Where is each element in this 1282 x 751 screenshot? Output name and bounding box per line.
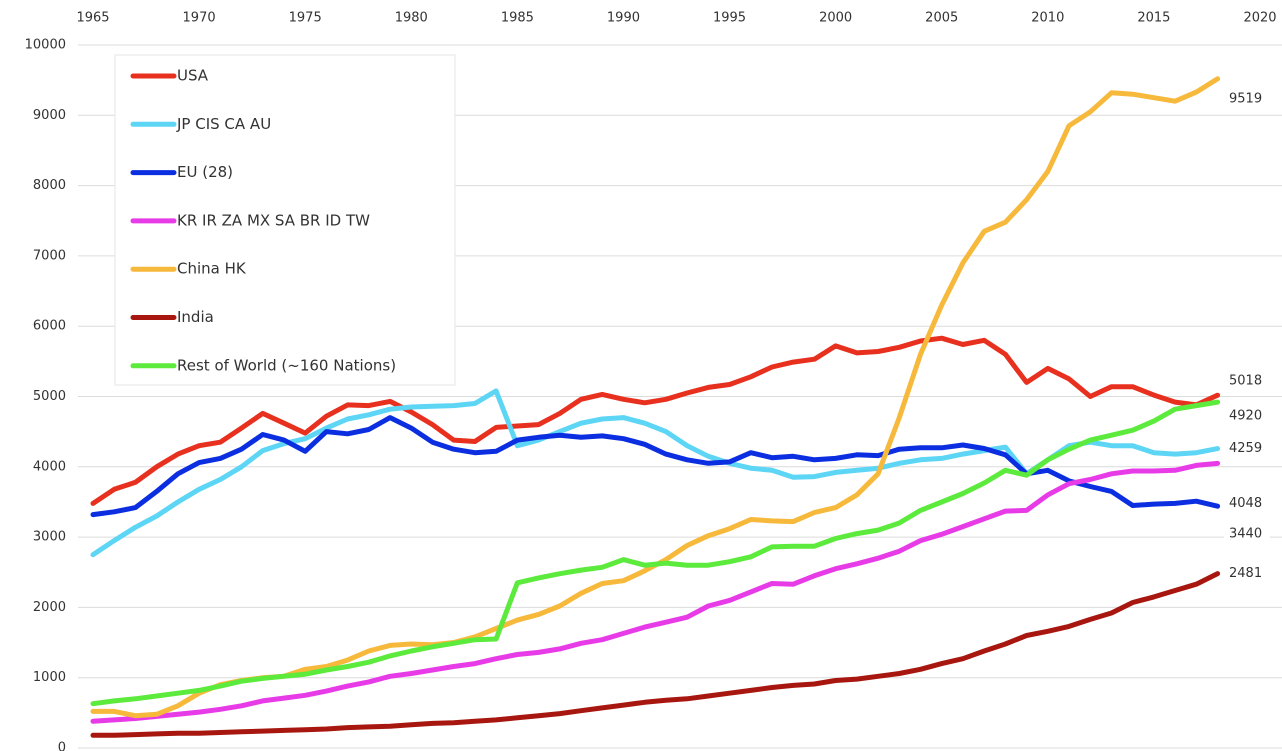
y-tick-label: 9000 <box>33 108 66 123</box>
y-tick-label: 7000 <box>33 248 66 263</box>
x-tick-label: 1970 <box>183 11 216 26</box>
end-label: 4259 <box>1229 441 1262 456</box>
y-tick-label: 3000 <box>33 530 66 545</box>
x-tick-label: 1965 <box>76 11 109 26</box>
legend: USA JP CIS CA AU EU (28) KR IR ZA MX SA BR … <box>114 54 456 386</box>
legend-label: JP CIS CA AU <box>176 115 271 133</box>
y-tick-label: 6000 <box>33 319 66 334</box>
y-tick-label: 1000 <box>33 670 66 685</box>
legend-label: China HK <box>177 260 247 278</box>
x-tick-label: 1975 <box>289 11 322 26</box>
series-line <box>90 335 1221 506</box>
end-label: 2481 <box>1229 566 1262 581</box>
end-label-box <box>1224 562 1270 585</box>
x-tick-label: 1980 <box>395 11 428 26</box>
legend-label: India <box>177 308 214 326</box>
end-label-box <box>1224 523 1270 546</box>
x-tick-label: 2005 <box>925 11 958 26</box>
end-label: 4920 <box>1229 409 1262 424</box>
y-tick-label: 0 <box>58 741 66 751</box>
end-label: 4048 <box>1229 496 1262 511</box>
series-line <box>90 460 1221 724</box>
y-tick-label: 5000 <box>33 389 66 404</box>
legend-label: USA <box>177 67 209 85</box>
y-tick-label: 10000 <box>25 38 66 53</box>
series-line <box>90 571 1221 738</box>
end-label: 5018 <box>1229 374 1262 389</box>
y-tick-label: 2000 <box>33 600 66 615</box>
legend-label: Rest of World (~160 Nations) <box>177 356 396 374</box>
y-tick-label: 8000 <box>33 178 66 193</box>
x-tick-label: 2010 <box>1031 11 1064 26</box>
legend-label: EU (28) <box>177 163 233 181</box>
x-tick-label: 2015 <box>1137 11 1170 26</box>
series-line <box>90 399 1221 707</box>
end-label-box <box>1224 370 1270 393</box>
legend-label: KR IR ZA MX SA BR ID TW <box>177 211 370 229</box>
end-label-box <box>1224 405 1270 428</box>
end-label: 9519 <box>1229 91 1262 106</box>
end-label-box <box>1224 492 1270 515</box>
x-tick-label: 1990 <box>607 11 640 26</box>
end-label-box <box>1224 87 1270 110</box>
end-label-box <box>1224 437 1270 460</box>
x-tick-label: 2000 <box>819 11 852 26</box>
y-tick-label: 4000 <box>33 459 66 474</box>
series-line <box>90 415 1221 518</box>
end-label: 3440 <box>1229 527 1262 542</box>
x-tick-label: 1995 <box>713 11 746 26</box>
x-tick-label: 2020 <box>1243 11 1276 26</box>
x-tick-label: 1985 <box>501 11 534 26</box>
